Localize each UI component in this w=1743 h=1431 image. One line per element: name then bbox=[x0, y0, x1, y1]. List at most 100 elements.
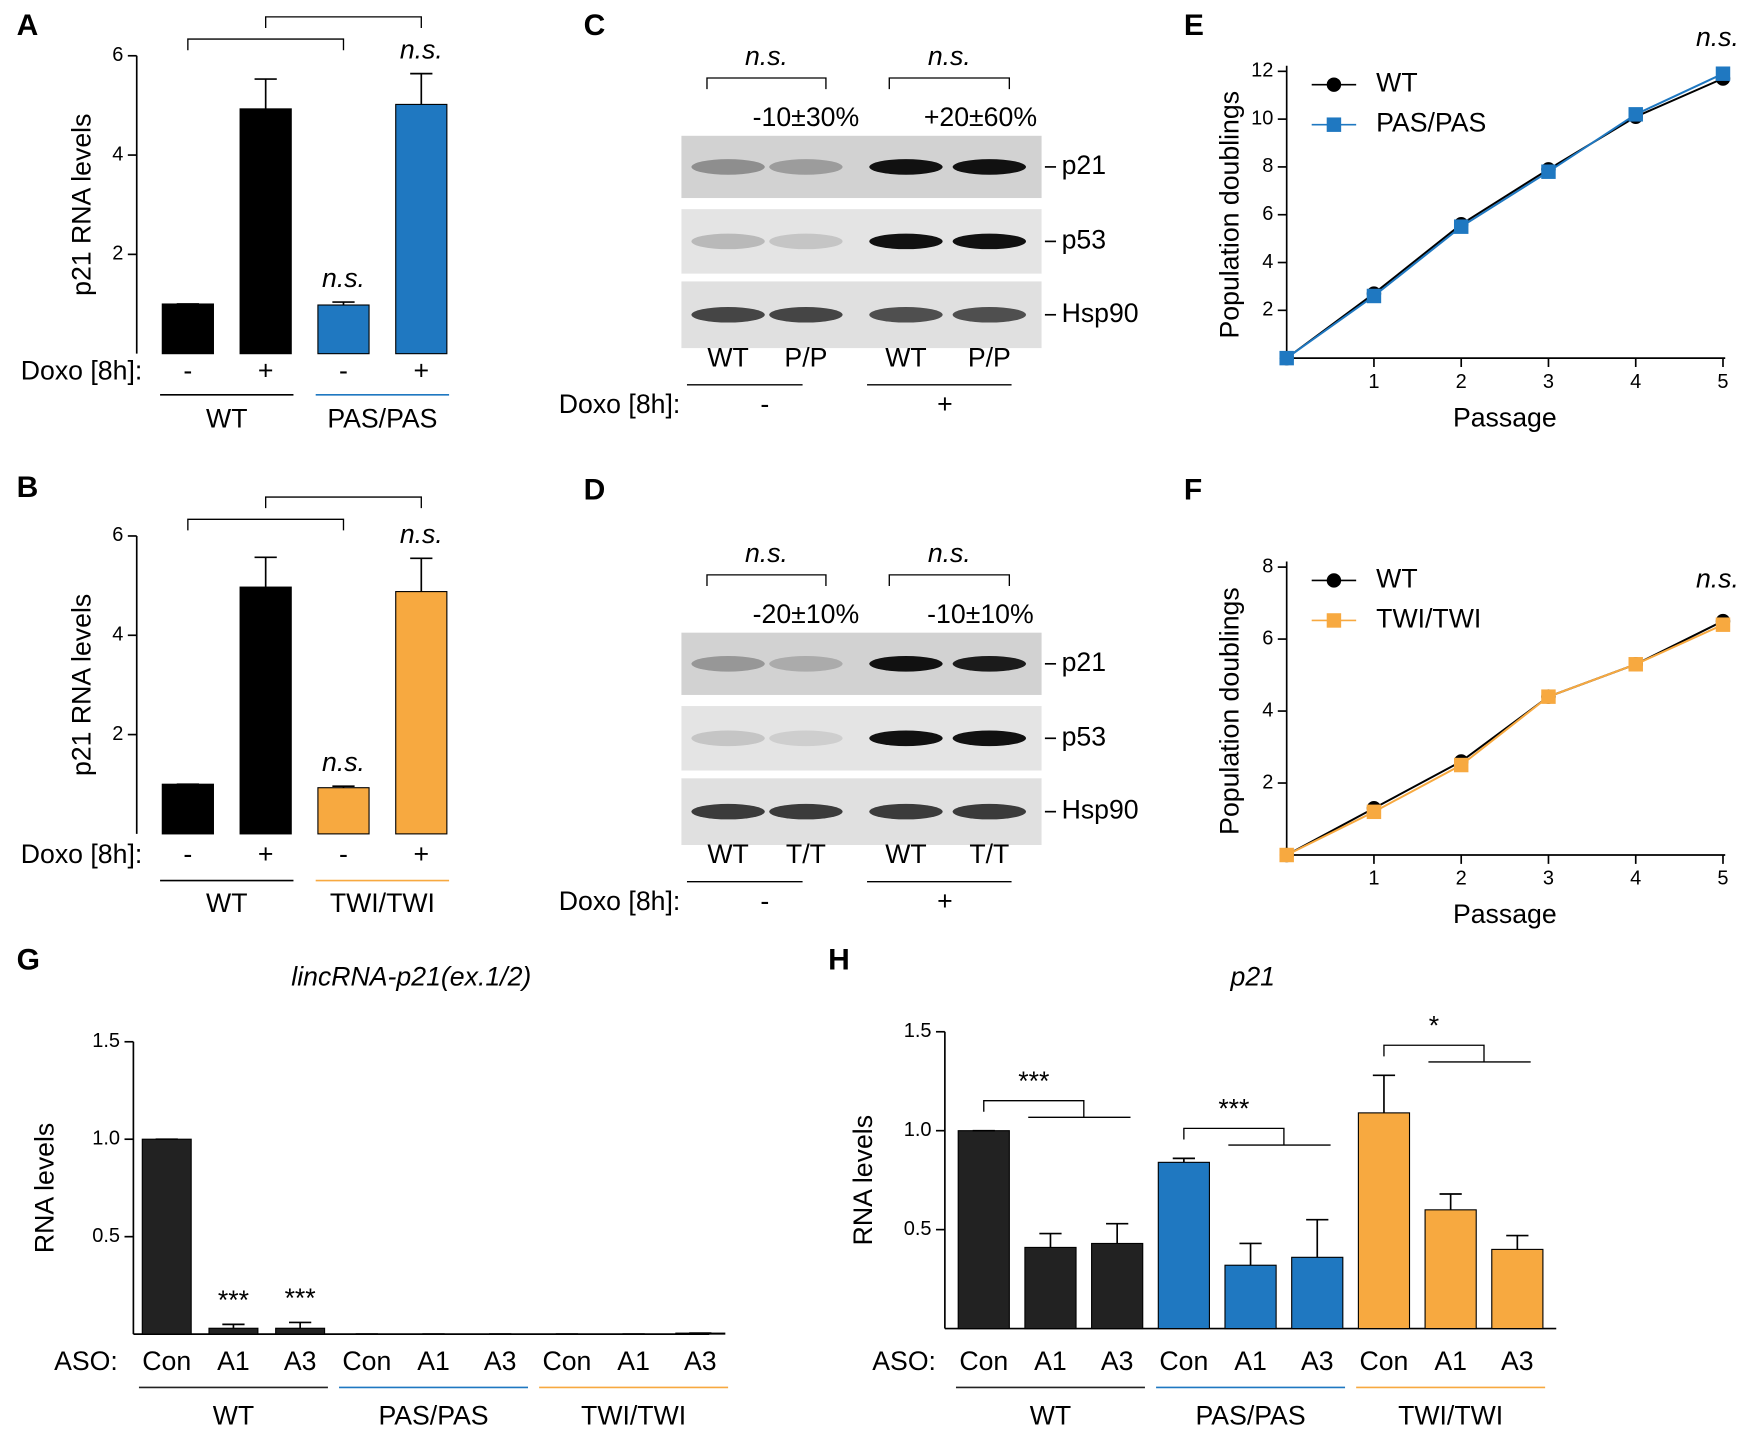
error-bar bbox=[1372, 1074, 1396, 1113]
bar bbox=[275, 1327, 326, 1335]
bar bbox=[1157, 1161, 1210, 1330]
panel-label: D bbox=[584, 473, 606, 506]
x-axis-label: Passage bbox=[1453, 402, 1557, 432]
band-label: p53 bbox=[1062, 224, 1106, 254]
bracket bbox=[265, 16, 422, 28]
x-tick-label: Con bbox=[1359, 1346, 1408, 1376]
y-axis-label: p21 RNA levels bbox=[66, 594, 96, 776]
x-tick-label: A1 bbox=[617, 1346, 650, 1376]
data-point bbox=[1279, 350, 1294, 366]
band bbox=[869, 803, 943, 820]
band-label: p21 bbox=[1062, 150, 1106, 180]
y-axis-label: RNA levels bbox=[30, 1123, 60, 1253]
lane-label: WT bbox=[885, 839, 926, 869]
x-tick-label: A3 bbox=[684, 1346, 717, 1376]
bracket bbox=[265, 496, 422, 509]
percent-change: -10±10% bbox=[927, 599, 1034, 629]
significance: n.s. bbox=[400, 519, 443, 549]
y-tick-label: 4 bbox=[1262, 251, 1273, 273]
band-label: Hsp90 bbox=[1062, 795, 1139, 825]
y-tick-label: 12 bbox=[1251, 60, 1273, 82]
band bbox=[769, 233, 843, 250]
bar bbox=[1291, 1256, 1344, 1330]
legend-label: TWI/TWI bbox=[1376, 604, 1481, 634]
percent-change: -10±30% bbox=[753, 102, 860, 132]
row-label: Doxo [8h]: bbox=[559, 389, 681, 419]
y-tick-label: 4 bbox=[112, 624, 123, 646]
y-tick-label: 1.5 bbox=[92, 1030, 120, 1052]
bar bbox=[317, 304, 370, 355]
y-tick-label: 6 bbox=[112, 44, 123, 66]
band bbox=[769, 730, 843, 747]
series-line bbox=[1286, 623, 1724, 856]
group-label: TWI/TWI bbox=[581, 1401, 686, 1431]
panel-label: G bbox=[17, 944, 40, 977]
band bbox=[691, 656, 765, 672]
data-point bbox=[1541, 689, 1556, 704]
series-line bbox=[1286, 77, 1724, 359]
group-label: WT bbox=[1030, 1401, 1071, 1431]
band bbox=[952, 730, 1027, 747]
band bbox=[869, 159, 943, 175]
group-label: WT bbox=[213, 1401, 254, 1431]
legend-label: WT bbox=[1376, 68, 1417, 98]
lane-label: WT bbox=[885, 342, 926, 372]
data-point bbox=[1366, 288, 1382, 304]
x-tick-label: A3 bbox=[284, 1346, 317, 1376]
bracket bbox=[187, 518, 345, 531]
data-point bbox=[1628, 107, 1643, 122]
x-tick-label: Con bbox=[542, 1346, 591, 1376]
bracket bbox=[187, 38, 345, 51]
group-label: PAS/PAS bbox=[1195, 1401, 1305, 1431]
group-label: PAS/PAS bbox=[378, 1401, 488, 1431]
x-tick-label: - bbox=[183, 839, 192, 869]
x-tick-label: + bbox=[258, 356, 274, 386]
band bbox=[869, 730, 943, 747]
condition-label: - bbox=[760, 886, 769, 916]
error-bar bbox=[222, 1323, 245, 1329]
lane-label: P/P bbox=[784, 342, 827, 372]
error-bar bbox=[254, 78, 277, 109]
lane-label: T/T bbox=[786, 839, 826, 869]
error-bar bbox=[332, 785, 355, 788]
band bbox=[952, 233, 1027, 250]
bracket bbox=[706, 574, 827, 586]
legend-marker bbox=[1326, 77, 1342, 92]
x-tick-label: A3 bbox=[1501, 1346, 1534, 1376]
data-point bbox=[1453, 219, 1469, 234]
band bbox=[869, 656, 943, 672]
x-tick-label: A3 bbox=[1301, 1346, 1334, 1376]
y-tick-label: 6 bbox=[1262, 203, 1273, 225]
legend-label: WT bbox=[1376, 563, 1417, 593]
panel-label: C bbox=[584, 9, 606, 42]
bracket bbox=[706, 77, 827, 90]
x-tick-label: Con bbox=[1159, 1346, 1208, 1376]
error-bar bbox=[1439, 1193, 1462, 1210]
bar bbox=[1024, 1246, 1077, 1330]
error-bar bbox=[332, 301, 355, 306]
significance: n.s. bbox=[322, 747, 365, 777]
x-axis-label: Passage bbox=[1453, 899, 1557, 929]
significance: *** bbox=[218, 1285, 249, 1315]
band bbox=[869, 306, 943, 323]
y-tick-label: 1.5 bbox=[904, 1020, 932, 1042]
significance: *** bbox=[1218, 1094, 1249, 1124]
significance: * bbox=[1429, 1011, 1439, 1041]
data-point bbox=[1366, 804, 1382, 820]
bar bbox=[1224, 1264, 1277, 1330]
panel-label: F bbox=[1184, 473, 1202, 506]
x-tick-label: 4 bbox=[1630, 868, 1641, 890]
y-tick-label: 6 bbox=[1262, 627, 1273, 649]
y-tick-label: 1.0 bbox=[904, 1119, 932, 1141]
band bbox=[769, 803, 843, 820]
data-point bbox=[1453, 757, 1469, 773]
data-point bbox=[1715, 617, 1731, 632]
bar bbox=[141, 1138, 192, 1335]
band bbox=[769, 159, 843, 175]
y-tick-label: 8 bbox=[1262, 555, 1273, 577]
y-axis-label: Population doublings bbox=[1215, 587, 1245, 835]
lane-label: T/T bbox=[969, 839, 1009, 869]
panel-label: E bbox=[1184, 9, 1204, 42]
row-label: Doxo [8h]: bbox=[21, 839, 143, 869]
bar bbox=[395, 591, 448, 835]
